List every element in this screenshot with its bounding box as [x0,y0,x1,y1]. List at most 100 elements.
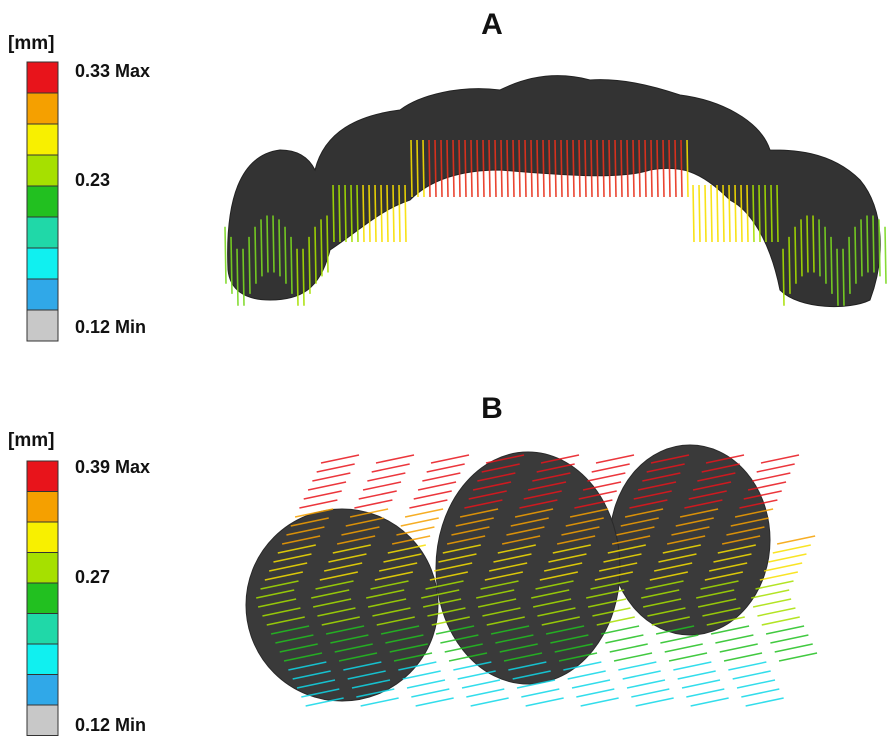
vector [724,653,762,661]
color-swatch [27,614,58,645]
color-bar [27,461,58,736]
vector [462,680,500,688]
vector [297,249,298,306]
color-swatch [27,522,58,553]
vector [757,608,795,616]
vector [757,464,795,472]
vector [555,140,556,197]
crown-2 [436,452,620,684]
vector [873,215,874,272]
color-swatch [27,155,58,186]
vector [733,671,771,679]
vector [669,140,670,197]
vector [691,698,729,706]
vector [843,249,844,306]
vector [597,140,598,197]
vector [321,219,322,276]
vector [807,215,808,272]
vector [401,518,439,526]
vector [237,249,238,306]
vector [477,140,478,197]
vector [720,644,758,652]
vector [399,185,400,242]
vector [747,185,748,242]
color-swatch [27,279,58,310]
vector [766,626,804,634]
vector [285,227,286,284]
vector [321,455,359,463]
color-swatch [27,583,58,614]
vector [525,140,526,197]
vector [359,491,397,499]
vector [801,219,802,276]
color-bar [27,62,58,341]
vector [567,140,568,197]
vector [573,140,574,197]
vector [596,455,634,463]
vector [813,215,814,272]
vector [711,185,712,242]
vector [752,473,790,481]
vector [773,545,811,553]
vector [770,635,808,643]
vector [665,644,703,652]
vector [768,554,806,562]
vector [561,140,562,197]
vector [531,140,532,197]
vector [837,249,838,306]
vector [777,185,778,242]
vector [381,185,382,242]
vector [651,140,652,197]
vector [669,653,707,661]
vector [303,249,304,306]
vector [618,662,656,670]
vector [519,140,520,197]
vector [414,491,452,499]
vector [885,227,886,284]
scale-label: 0.12 Min [75,317,146,337]
vector [363,482,401,490]
vector [429,140,430,197]
vector [351,185,352,242]
vector [819,219,820,276]
vector [621,140,622,197]
vector [660,635,698,643]
vector [387,185,388,242]
vector [312,473,350,481]
vector [849,237,850,294]
color-swatch [27,93,58,124]
vector [615,140,616,197]
vector [447,140,448,197]
vector [521,689,559,697]
vector [636,698,674,706]
color-swatch [27,310,58,341]
vector [375,185,376,242]
vector [623,671,661,679]
unit: [mm] [8,33,54,54]
vector [418,482,456,490]
vector [231,237,232,294]
vector [779,653,817,661]
vector [315,227,316,284]
vector [572,680,610,688]
vector [825,227,826,284]
vector [261,219,262,276]
vector [855,227,856,284]
vector [777,536,815,544]
color-swatch [27,553,58,584]
vector [422,473,460,481]
vector [568,671,606,679]
vector [867,215,868,272]
vector [795,227,796,284]
scale-label: 0.33 Max [75,61,150,81]
vector [585,140,586,197]
vector [861,219,862,276]
vector [249,237,250,294]
vector [309,237,310,294]
vector [495,140,496,197]
vector [645,140,646,197]
vector [345,185,346,242]
vector [587,473,625,481]
panel-title: A [481,8,503,41]
vector [753,599,791,607]
